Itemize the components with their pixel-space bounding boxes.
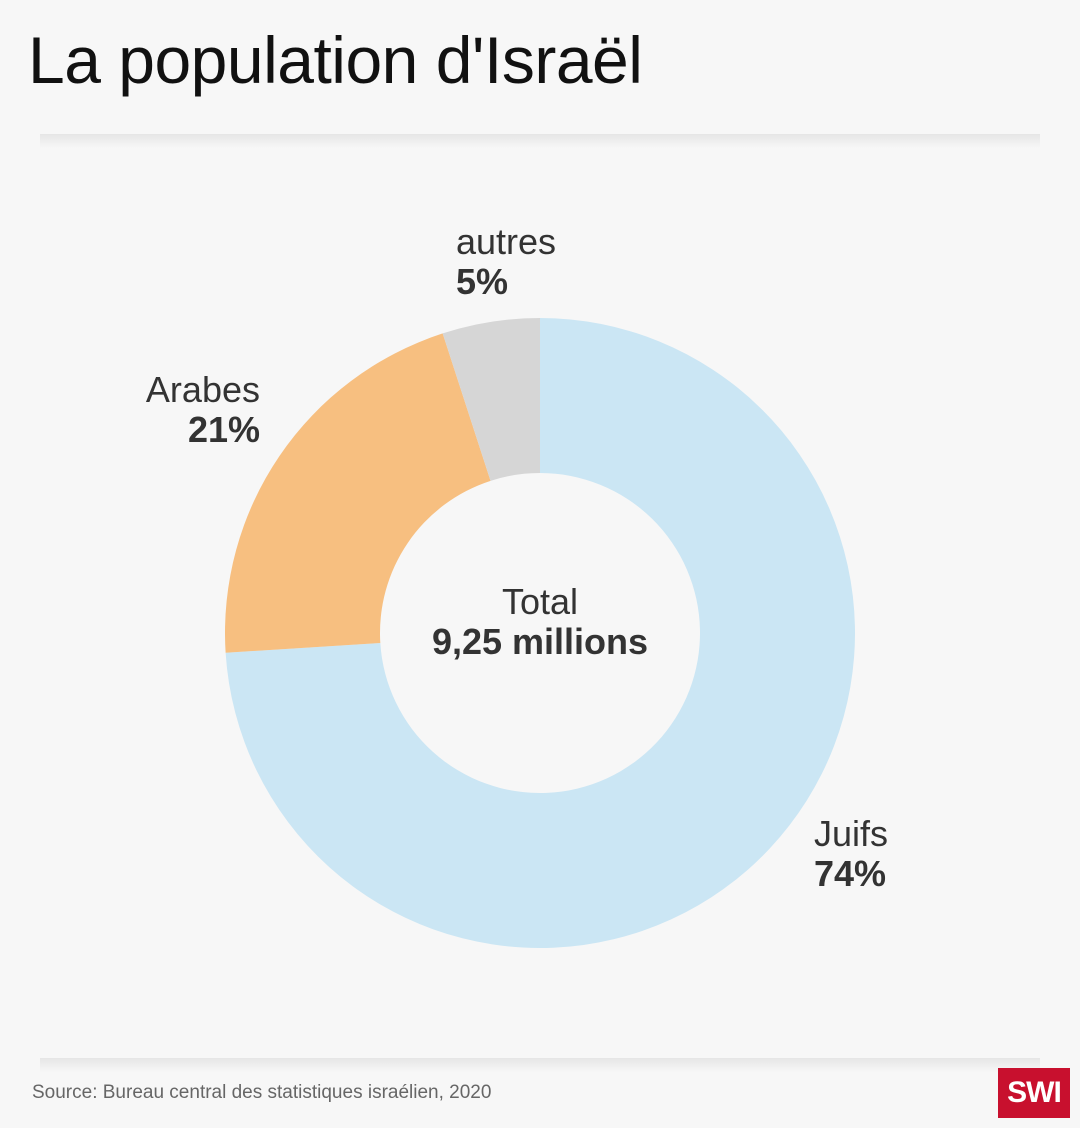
slice-value-arabes: 21% [187, 409, 260, 450]
slice-label-juifs: Juifs 74% [814, 814, 888, 894]
total-value: 9,25 millions [431, 621, 649, 662]
slice-value-juifs: 74% [814, 853, 887, 894]
slice-value-autres: 5% [456, 261, 509, 302]
donut-slices [225, 318, 856, 948]
swi-logo: SWI [998, 1068, 1070, 1118]
bottom-divider [40, 1058, 1040, 1072]
total-title: Total [501, 581, 579, 622]
center-total: Total 9,25 millions [380, 582, 700, 662]
slice-name-juifs: Juifs [814, 813, 889, 854]
top-divider [40, 134, 1040, 148]
slice-label-autres: autres 5% [456, 222, 556, 302]
chart-title: La population d'Israël [28, 23, 643, 97]
slice-label-arabes: Arabes 21% [146, 370, 260, 450]
slice-juifs [225, 318, 856, 948]
slice-name-arabes: Arabes [145, 369, 260, 410]
slice-name-autres: autres [456, 221, 557, 262]
source-note: Source: Bureau central des statistiques … [32, 1082, 492, 1103]
slice-arabes [225, 333, 491, 653]
slice-autres [442, 318, 540, 481]
